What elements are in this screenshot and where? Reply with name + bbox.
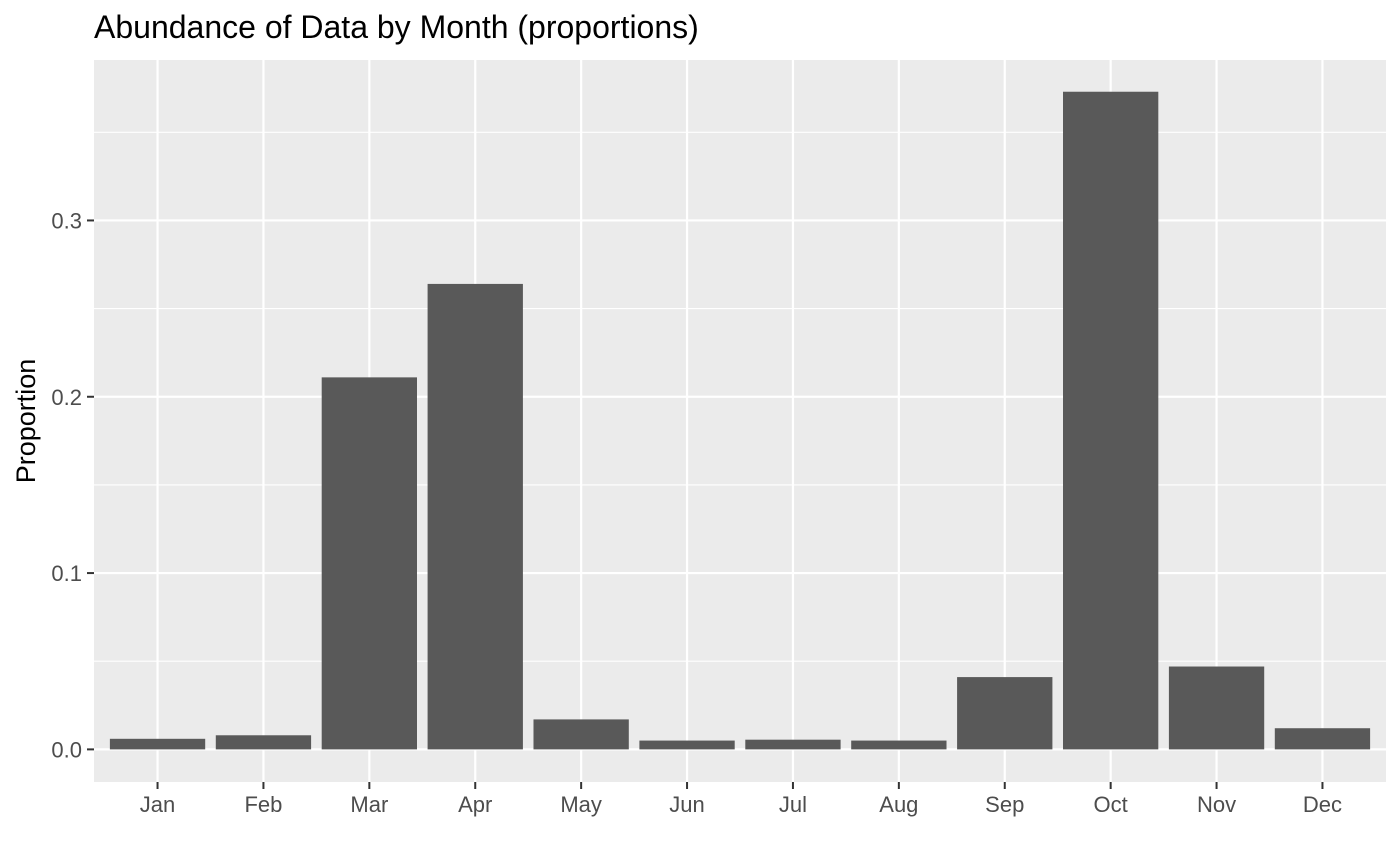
x-tick-label: May (560, 792, 602, 817)
x-tick-label: Nov (1197, 792, 1236, 817)
x-axis: Jan Feb Mar Apr May Jun Jul Aug Sep Oct Nov Dec (140, 782, 1342, 817)
x-tick-label: Mar (350, 792, 388, 817)
chart-title: Abundance of Data by Month (proportions) (94, 9, 699, 45)
x-tick-label: Jun (669, 792, 704, 817)
bar-may (533, 719, 629, 750)
x-tick-label: Sep (985, 792, 1024, 817)
x-tick-label: Dec (1303, 792, 1342, 817)
y-tick-label: 0.2 (51, 385, 82, 410)
bar-nov (1168, 666, 1265, 750)
bar-jan (109, 738, 206, 750)
x-tick-label: Jul (779, 792, 807, 817)
bar-feb (215, 735, 312, 750)
bar-aug (851, 740, 947, 750)
y-tick-label: 0.0 (51, 737, 82, 762)
x-tick-label: Jan (140, 792, 175, 817)
x-tick-label: Oct (1094, 792, 1128, 817)
bar-dec (1274, 728, 1371, 750)
y-tick-label: 0.1 (51, 561, 82, 586)
bar-mar (321, 377, 417, 750)
bar-sep (957, 677, 1053, 750)
y-tick-label: 0.3 (51, 208, 82, 233)
bar-oct (1063, 91, 1159, 750)
y-axis-title: Proportion (11, 359, 41, 484)
bar-series (109, 91, 1371, 750)
bar-jul (745, 739, 841, 750)
y-axis: 0.0 0.1 0.2 0.3 (51, 208, 94, 762)
x-tick-label: Apr (458, 792, 492, 817)
x-tick-label: Feb (244, 792, 282, 817)
minor-gridlines (94, 131, 1386, 662)
bar-jun (639, 740, 735, 750)
x-tick-label: Aug (879, 792, 918, 817)
bar-apr (427, 283, 523, 750)
